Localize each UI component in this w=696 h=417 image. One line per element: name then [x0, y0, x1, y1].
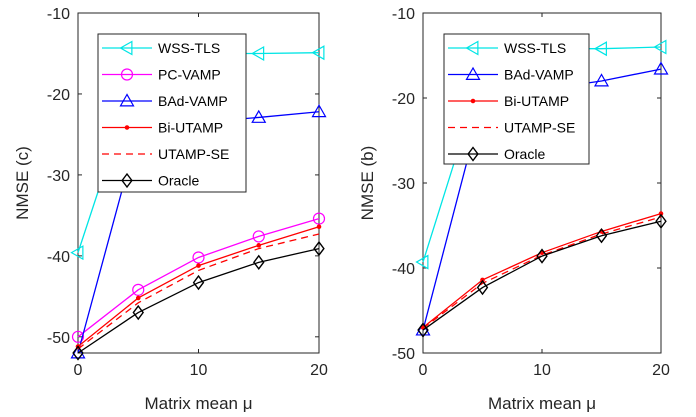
data-point-oracle	[655, 213, 667, 229]
legend: WSS-TLS PC-VAMP BAd-VAMP Bi-UTAMP UTAMP-SE Or…	[97, 33, 247, 193]
y-tick-label: -30	[392, 176, 415, 193]
legend-box	[97, 33, 247, 193]
legend-marker	[465, 66, 481, 80]
legend-label: BAd-VAMP	[504, 67, 574, 83]
x-tick-label: 10	[533, 362, 551, 379]
legend-label: PC-VAMP	[158, 67, 221, 83]
legend-marker	[120, 68, 134, 81]
legend-marker	[119, 93, 135, 107]
legend-marker	[465, 40, 479, 56]
data-point-oracle	[417, 322, 429, 338]
data-point-bad-vamp	[251, 109, 267, 123]
legend-label: Bi-UTAMP	[158, 120, 223, 136]
x-axis-label: Matrix mean μ	[144, 394, 252, 413]
y-tick-label: -10	[392, 6, 415, 23]
data-point-bad-vamp	[311, 104, 327, 118]
data-point-oracle	[313, 240, 325, 257]
data-point-pc-vamp	[71, 330, 85, 343]
y-tick-label: -30	[47, 168, 70, 185]
data-point-oracle	[476, 279, 489, 296]
x-tick-label: 20	[652, 362, 670, 379]
data-point-oracle	[72, 345, 84, 361]
legend-label: WSS-TLS	[158, 40, 220, 56]
legend-label: Bi-UTAMP	[504, 93, 569, 109]
data-point-oracle	[132, 304, 144, 321]
data-point-pc-vamp	[132, 283, 145, 296]
data-point-pc-vamp	[252, 230, 265, 243]
data-point-wss-tls	[311, 45, 325, 61]
y-tick-label: -40	[392, 261, 415, 278]
data-point-bi-utamp	[196, 263, 201, 268]
x-tick-label: 10	[190, 362, 208, 379]
y-tick-label: -20	[392, 91, 415, 108]
series-line-utamp-se	[422, 216, 662, 329]
data-point-wss-tls	[415, 254, 429, 270]
data-point-oracle	[192, 274, 205, 291]
legend-marker	[124, 125, 130, 130]
y-axis-label: NMSE (b)	[358, 146, 377, 221]
x-tick-label: 0	[74, 362, 83, 379]
data-point-oracle	[253, 254, 265, 271]
data-point-wss-tls	[251, 45, 265, 62]
data-point-bi-utamp	[256, 243, 262, 248]
data-point-bi-utamp	[135, 295, 141, 301]
legend-marker	[470, 98, 476, 104]
legend-label: BAd-VAMP	[158, 93, 228, 109]
series-line-pc-vamp	[77, 217, 320, 338]
legend: WSS-TLS BAd-VAMP Bi-UTAMP UTAMP-SE Oracle	[443, 33, 590, 165]
legend-label: UTAMP-SE	[158, 146, 229, 162]
data-point-bad-vamp	[70, 345, 86, 359]
y-tick-label: -40	[47, 249, 70, 266]
y-tick-label: -10	[47, 6, 70, 23]
x-tick-label: 0	[419, 362, 428, 379]
data-point-bad-vamp	[593, 73, 610, 87]
chart-panel-c: -50 -40 -30 -20 -10 0 10 20 Matrix mean μ NMSE (c…	[13, 6, 328, 413]
legend-label: Oracle	[504, 146, 545, 162]
y-tick-label: -50	[392, 346, 415, 363]
legend-marker	[121, 172, 133, 189]
series-line-oracle	[422, 220, 662, 331]
data-point-pc-vamp	[192, 251, 205, 264]
legend-label: Oracle	[158, 173, 199, 189]
data-point-wss-tls	[593, 41, 607, 57]
data-point-wss-tls	[653, 39, 667, 55]
legend-box	[443, 33, 590, 165]
data-point-bad-vamp	[653, 61, 669, 75]
legend-label: WSS-TLS	[504, 40, 566, 56]
x-axis-label: Matrix mean μ	[488, 394, 596, 413]
chart-panel-b: -50 -40 -30 -20 -10 0 10 20 Matrix mean μ NMSE (b…	[358, 6, 670, 413]
data-point-bi-utamp	[316, 224, 322, 230]
legend-marker	[467, 146, 479, 162]
data-point-wss-tls	[70, 245, 84, 261]
data-point-oracle	[595, 228, 608, 244]
data-point-pc-vamp	[312, 212, 326, 225]
series-line-utamp-se	[77, 233, 320, 350]
data-point-bad-vamp	[415, 322, 431, 336]
y-axis-label: NMSE (c)	[13, 146, 32, 220]
data-point-oracle	[536, 248, 548, 264]
y-tick-label: -50	[47, 330, 70, 347]
legend-label: UTAMP-SE	[504, 120, 575, 136]
series-line-oracle	[77, 247, 320, 354]
legend-marker	[119, 40, 133, 56]
y-tick-label: -20	[47, 87, 70, 104]
x-tick-label: 20	[310, 362, 328, 379]
